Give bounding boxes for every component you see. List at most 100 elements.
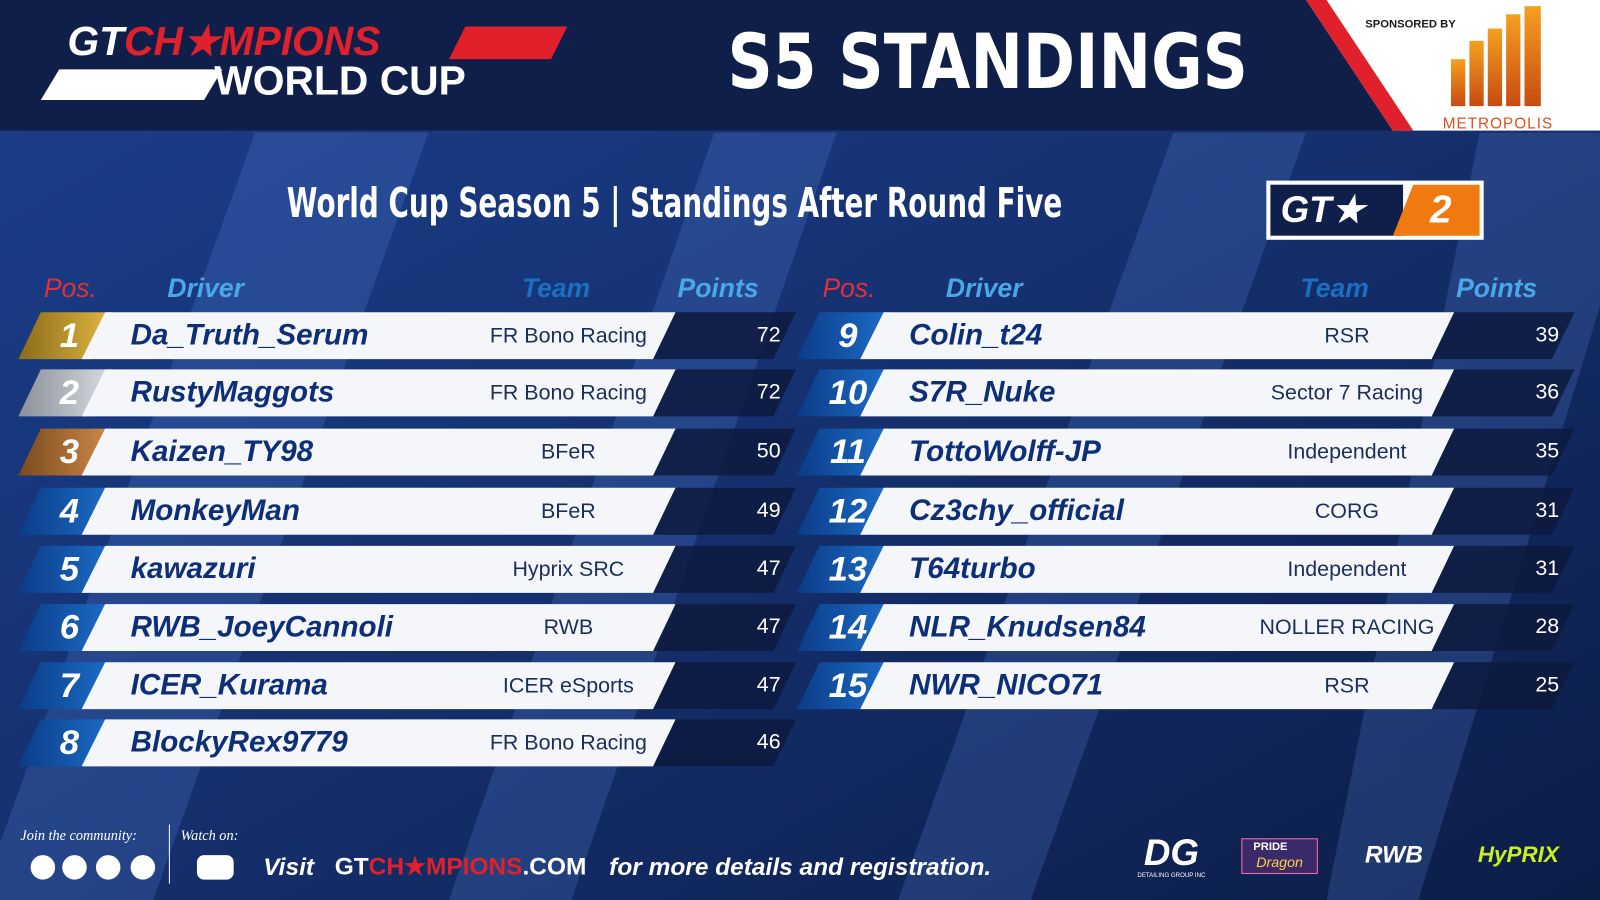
driver-bar: [860, 312, 1455, 360]
driver-name: Da_Truth_Serum: [131, 319, 369, 352]
driver-bar: [81, 487, 676, 535]
driver-bar: [81, 719, 676, 767]
standings-row: 4 MonkeyMan BFeR 49: [18, 487, 796, 535]
url-com: .COM: [522, 854, 586, 881]
points-box: [653, 369, 796, 417]
driver-name: MonkeyMan: [131, 494, 300, 527]
social-icons: [30, 855, 234, 880]
points-box: [1431, 428, 1575, 476]
dragon-text: Dragon: [1256, 855, 1303, 871]
standings-row: 11 TottoWolff-JP Independent 35: [796, 428, 1575, 476]
points-box: [1431, 487, 1575, 535]
driver-name: NWR_NICO71: [909, 669, 1103, 702]
position: 13: [829, 551, 868, 589]
position: 2: [59, 374, 79, 412]
rwb-logo: RWB: [1365, 842, 1423, 869]
driver-name: NLR_Knudsen84: [909, 610, 1146, 643]
standings-row: 2 RustyMaggots FR Bono Racing 72: [18, 369, 796, 417]
points-box: [653, 545, 796, 593]
page-title: S5 STANDINGS: [728, 18, 1248, 106]
points: 49: [757, 498, 781, 522]
points: 31: [1535, 498, 1559, 522]
standings-row: 1 Da_Truth_Serum FR Bono Racing 72: [18, 312, 796, 360]
driver-bar: [860, 428, 1455, 476]
driver-bar: [860, 487, 1455, 535]
visit-text: Visit: [263, 854, 315, 881]
team-name: Independent: [1287, 557, 1406, 581]
driver-name: Cz3chy_official: [909, 494, 1125, 527]
column-header: Driver: [946, 273, 1024, 303]
driver-name: kawazuri: [131, 552, 257, 585]
team-name: Sector 7 Racing: [1271, 381, 1423, 405]
dg-sub: DETAILING GROUP INC: [1137, 872, 1206, 879]
driver-name: BlockyRex9779: [131, 726, 349, 759]
points-box: [1431, 662, 1575, 710]
hyprix-logo: HyPRIX: [1478, 842, 1561, 867]
standings-row: 15 NWR_NICO71 RSR 25: [796, 662, 1575, 710]
more-text: for more details and registration.: [609, 854, 991, 881]
standings-row: 14 NLR_Knudsen84 NOLLER RACING 28: [796, 604, 1575, 652]
points: 47: [757, 672, 781, 696]
driver-bar: [860, 369, 1455, 417]
class-badge: [1266, 180, 1484, 240]
sponsor-stripe: [1306, 0, 1414, 131]
position: 10: [829, 374, 868, 412]
points: 72: [757, 322, 781, 346]
points: 36: [1535, 380, 1559, 404]
url-gt: GT: [335, 854, 369, 881]
discord-icon[interactable]: [130, 855, 156, 880]
twitter-icon[interactable]: [30, 855, 56, 880]
column-header: Team: [1301, 273, 1369, 303]
points: 47: [757, 614, 781, 638]
driver-name: RustyMaggots: [131, 376, 335, 409]
position: 11: [830, 433, 866, 471]
dg-logo: DG: [1144, 832, 1199, 873]
points: 47: [757, 556, 781, 580]
driver-name: ICER_Kurama: [131, 669, 328, 702]
position: 14: [829, 609, 868, 647]
youtube-icon[interactable]: [196, 855, 234, 880]
points-box: [653, 719, 796, 767]
position: 15: [829, 667, 868, 705]
team-name: RSR: [1324, 323, 1369, 347]
logo-champions: CH★MPIONS: [124, 18, 380, 64]
points: 35: [1535, 439, 1559, 463]
driver-bar: [860, 604, 1455, 652]
team-name: BFeR: [541, 499, 596, 523]
join-label: Join the community:: [20, 828, 136, 844]
standings-row: 13 T64turbo Independent 31: [796, 545, 1575, 593]
team-name: NOLLER RACING: [1260, 615, 1435, 639]
driver-bar: [81, 312, 676, 360]
driver-name: TottoWolff-JP: [909, 435, 1101, 468]
position: 9: [838, 317, 858, 355]
points-box: [1431, 369, 1575, 417]
badge-right: 2: [1429, 188, 1452, 231]
instagram-icon[interactable]: [62, 855, 87, 880]
team-name: ICER eSports: [503, 673, 634, 697]
points-box: [1431, 604, 1575, 652]
driver-bar: [81, 369, 676, 417]
team-name: FR Bono Racing: [490, 731, 647, 755]
standings-row: 6 RWB_JoeyCannoli RWB 47: [18, 604, 796, 652]
position: 4: [59, 492, 79, 530]
facebook-icon[interactable]: [95, 855, 121, 880]
points-box: [653, 312, 796, 360]
logo-gt: GT: [67, 18, 127, 64]
url-champions: CH★MPIONS: [369, 854, 523, 881]
driver-bar: [860, 545, 1455, 593]
column-header: Points: [678, 273, 759, 303]
points: 50: [757, 439, 781, 463]
standings-row: 3 Kaizen_TY98 BFeR 50: [18, 428, 796, 476]
standings-row: 8 BlockyRex9779 FR Bono Racing 46: [18, 719, 796, 767]
position: 6: [60, 609, 80, 647]
position: 1: [60, 317, 79, 355]
footer-url[interactable]: GTCH★MPIONS.COM: [335, 854, 587, 881]
position: 8: [60, 724, 80, 762]
team-name: RWB: [544, 615, 594, 639]
column-header: Points: [1456, 273, 1537, 303]
badge-left: GT★: [1281, 189, 1369, 230]
subtitle: World Cup Season 5 | Standings After Rou…: [287, 179, 1063, 228]
driver-bar: [860, 662, 1455, 710]
